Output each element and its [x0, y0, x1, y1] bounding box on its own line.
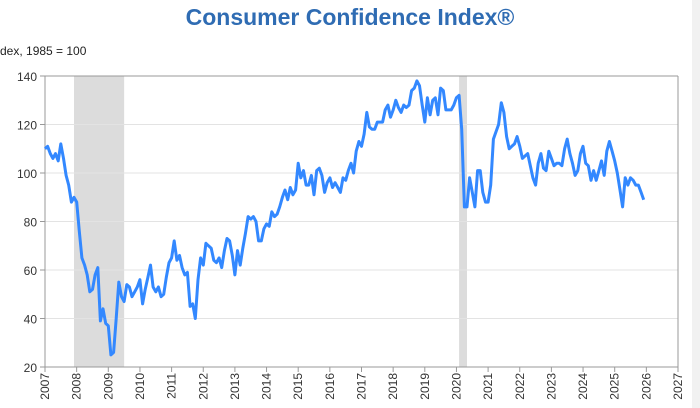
x-tick-label: 2019 — [418, 373, 432, 400]
y-tick-label: 120 — [17, 119, 37, 133]
x-tick-label: 2023 — [544, 373, 558, 400]
y-tick-labels: 20 40 60 80 100 120 140 — [17, 70, 37, 375]
y-tick-label: 80 — [24, 216, 38, 230]
y-axis-label: dex, 1985 = 100 — [0, 44, 87, 58]
gridlines — [40, 75, 678, 368]
x-tick-label: 2014 — [260, 373, 274, 400]
x-tick-label: 2011 — [165, 373, 179, 399]
x-tick-label: 2024 — [576, 373, 590, 400]
page-edge — [692, 0, 700, 408]
x-tick-label: 2020 — [449, 373, 463, 400]
y-tick-label: 60 — [24, 264, 38, 278]
x-tick-labels: 2007 2008 2009 2010 2011 2012 2013 2014 2015 2016… — [38, 373, 685, 400]
x-tick-label: 2012 — [196, 373, 210, 400]
x-tick-label: 2025 — [608, 373, 622, 400]
x-tick-label: 2013 — [228, 373, 242, 400]
y-tick-label: 100 — [17, 167, 37, 181]
x-tick-label: 2021 — [481, 373, 495, 400]
x-tick-label: 2009 — [101, 373, 115, 400]
y-tick-label: 20 — [24, 361, 38, 375]
x-tick-label: 2026 — [639, 373, 653, 400]
series-line — [43, 79, 646, 357]
x-tick-label: 2016 — [323, 373, 337, 400]
x-tick-label: 2017 — [355, 373, 369, 400]
axes — [44, 76, 679, 372]
x-tick-label: 2008 — [70, 373, 84, 400]
chart-title: Consumer Confidence Index® — [185, 4, 515, 30]
x-tick-label: 2010 — [133, 373, 147, 400]
x-tick-label: 2007 — [38, 373, 52, 400]
y-tick-label: 40 — [24, 313, 38, 327]
x-tick-label: 2027 — [671, 373, 685, 400]
x-tick-label: 2018 — [386, 373, 400, 400]
y-tick-label: 140 — [17, 70, 37, 84]
x-tick-label: 2022 — [513, 373, 527, 400]
x-tick-label: 2015 — [291, 373, 305, 400]
